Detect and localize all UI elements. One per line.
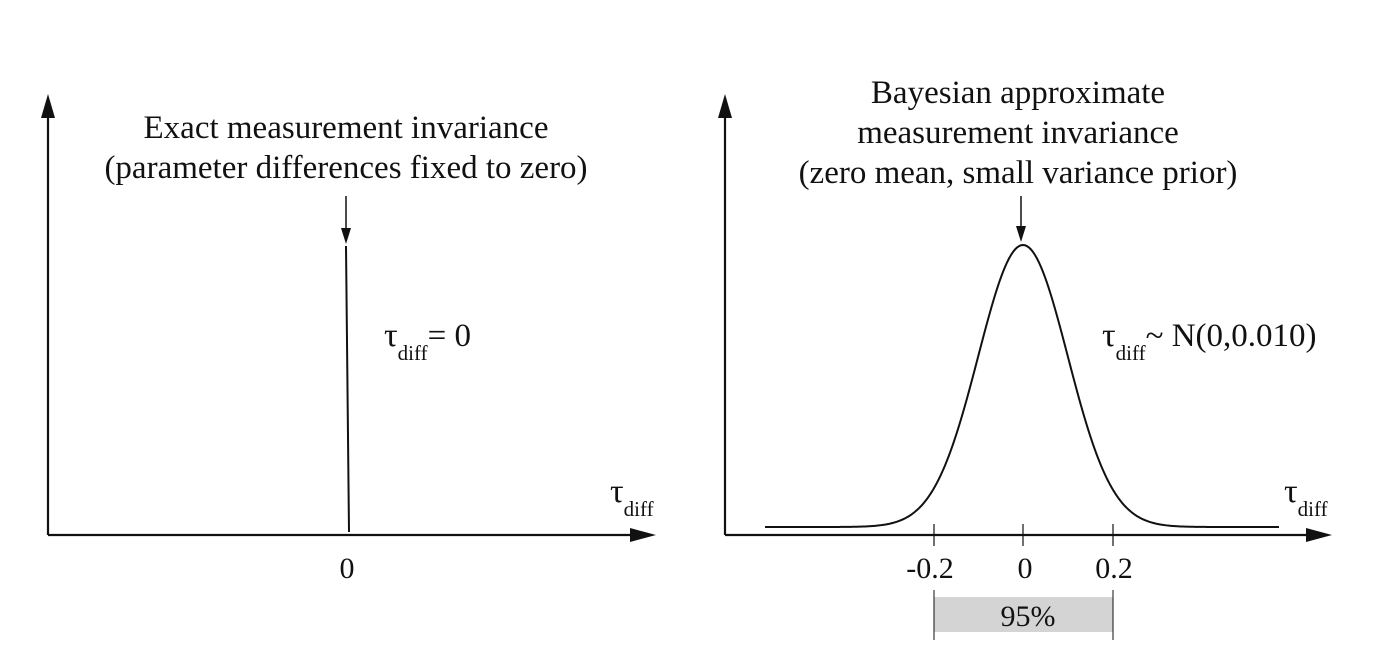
left-x-axis-arrowhead: [630, 528, 656, 542]
right-prior-symbol: τ: [1102, 317, 1116, 354]
left-constraint-subscript: diff: [398, 341, 428, 365]
left-y-axis-arrowhead: [41, 94, 55, 118]
left-constraint-symbol: τ: [384, 317, 398, 354]
left-constraint-relation: = 0: [428, 318, 471, 354]
credible-interval-box: [934, 597, 1113, 632]
right-prior-relation: ~ N(0,0.010): [1146, 318, 1317, 354]
right-title-line1: Bayesian approximate: [871, 75, 1165, 111]
left-axis-label: τdiff: [610, 473, 654, 521]
right-prior-subscript: diff: [1116, 341, 1146, 365]
right-axis-subscript: diff: [1298, 497, 1328, 521]
prior-density-curve: [765, 243, 1279, 528]
right-tick-minus: -0.2: [906, 552, 954, 585]
right-tick-zero: 0: [1018, 552, 1033, 585]
credible-interval-label: 95%: [1001, 600, 1056, 633]
left-title-line2: (parameter differences fixed to zero): [104, 150, 587, 186]
right-pointer-arrowhead: [1016, 226, 1026, 242]
left-title-line1: Exact measurement invariance: [144, 110, 549, 146]
right-title-line3: (zero mean, small variance prior): [799, 155, 1238, 191]
right-axis-symbol: τ: [1284, 473, 1298, 510]
right-axis-label: τdiff: [1284, 473, 1328, 521]
left-panel: Exact measurement invariance (parameter …: [41, 94, 656, 585]
left-constraint-label: τdiff= 0: [384, 317, 471, 365]
right-x-axis-arrowhead: [1306, 528, 1332, 542]
right-title-line2: measurement invariance: [857, 115, 1179, 151]
left-pointer-arrowhead: [341, 228, 351, 244]
right-y-axis-arrowhead: [718, 94, 732, 118]
left-axis-symbol: τ: [610, 473, 624, 510]
right-tick-plus: 0.2: [1095, 552, 1133, 585]
left-tick-zero: 0: [340, 552, 355, 585]
right-prior-label: τdiff~ N(0,0.010): [1102, 317, 1317, 365]
left-spike: [345, 245, 350, 533]
left-axis-subscript: diff: [624, 497, 654, 521]
right-panel: Bayesian approximate measurement invaria…: [718, 75, 1332, 640]
